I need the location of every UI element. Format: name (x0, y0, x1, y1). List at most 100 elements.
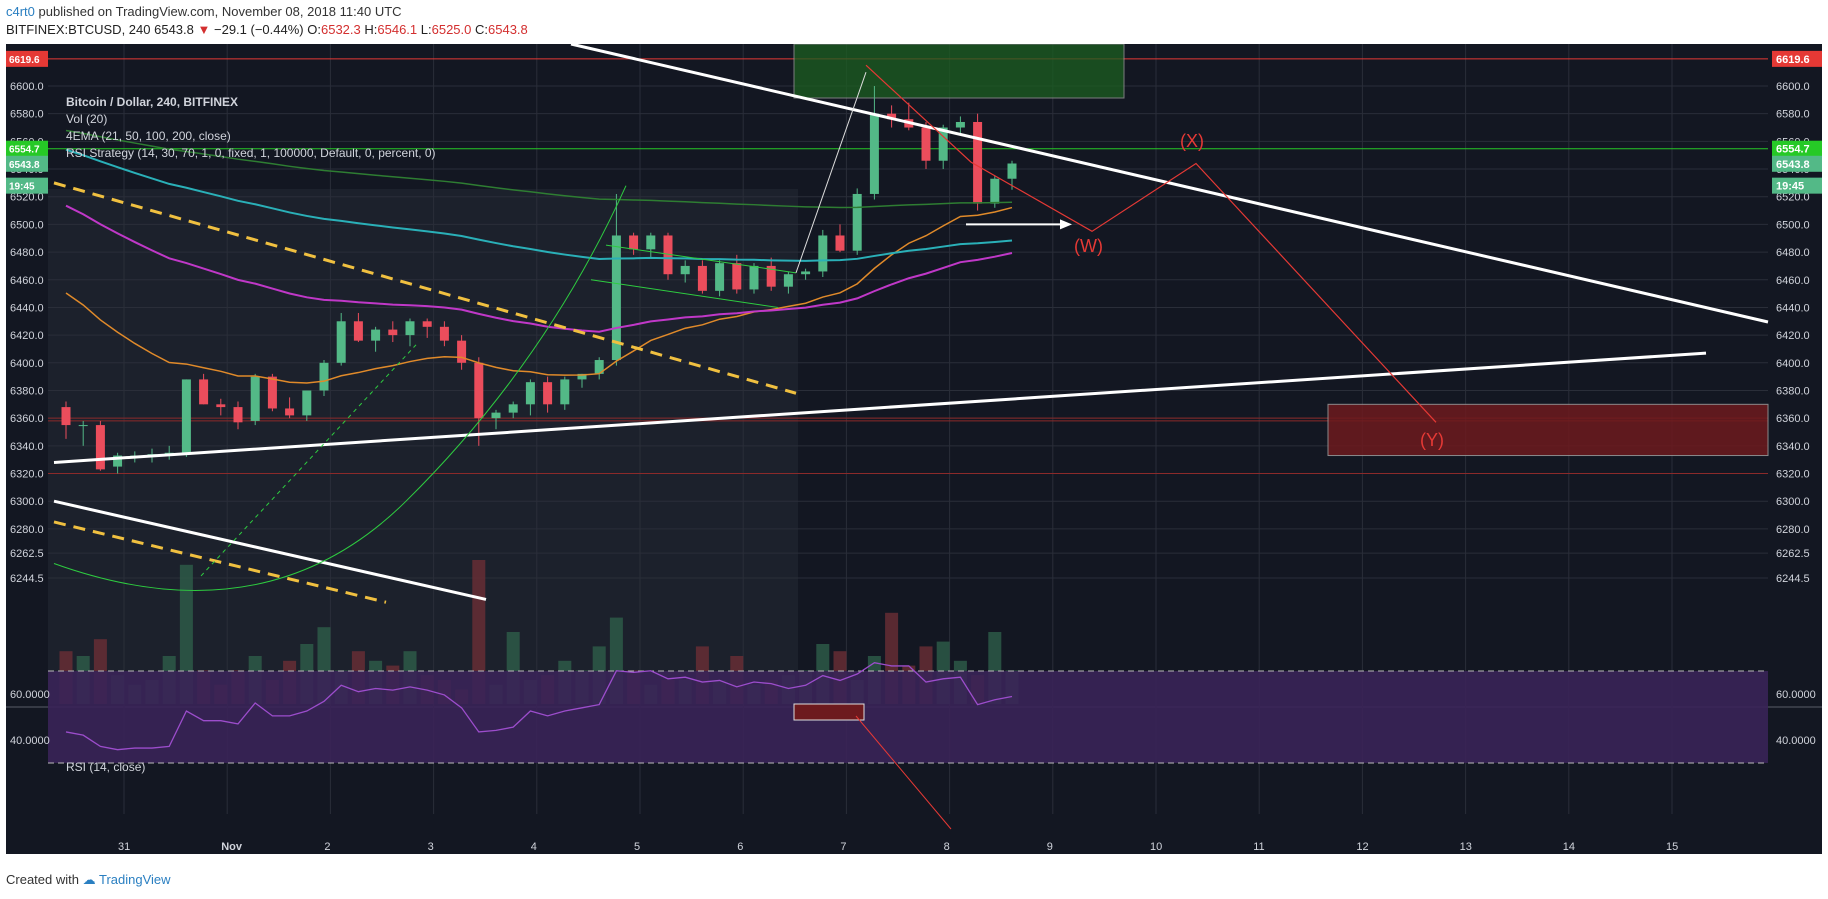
candle (749, 265, 759, 290)
candle (388, 329, 398, 336)
y-axis-label: 6500.0 (1776, 219, 1810, 231)
candle (663, 235, 673, 275)
candle (697, 265, 707, 291)
price-badge-label: 6554.7 (1776, 144, 1810, 156)
candle (887, 113, 897, 120)
candle (285, 408, 295, 416)
price-badge-left (6, 50, 48, 67)
chart-legend: Bitcoin / Dollar, 240, BITFINEX Vol (20)… (66, 94, 436, 162)
y-axis-label-left: 6420.0 (10, 330, 44, 342)
wave-label-x: (X) (1180, 131, 1204, 151)
candle (543, 382, 553, 405)
channel-line (605, 244, 797, 274)
rsi-band (48, 671, 1768, 763)
candle (78, 425, 88, 427)
candle (491, 412, 501, 419)
x-axis-label: 6 (737, 841, 743, 853)
y-axis-label-left: 6480.0 (10, 247, 44, 259)
target-zone-red (1327, 403, 1769, 457)
tradingview-brand[interactable]: TradingView (99, 872, 171, 887)
ema100-line (65, 148, 1013, 262)
x-axis-label: 9 (1047, 841, 1053, 853)
y-axis-label-left: 6360.0 (10, 413, 44, 425)
wave-path (865, 64, 1437, 423)
candle (955, 121, 965, 128)
candle (250, 376, 260, 421)
candle (525, 382, 535, 405)
candle (353, 321, 363, 341)
y-axis-label: 6320.0 (1776, 469, 1810, 481)
high-value: 6546.1 (377, 22, 418, 37)
legend-rsi-strategy: RSI Strategy (14, 30, 70, 1, 0, fixed, 1… (66, 146, 436, 160)
ascending-trendline (53, 351, 1707, 464)
candle (61, 407, 71, 426)
channel-line (590, 279, 779, 308)
y-axis-label: 6440.0 (1776, 302, 1810, 314)
ema200-line (65, 129, 1013, 209)
y-axis-label-left: 6380.0 (10, 385, 44, 397)
x-axis-label: 5 (634, 841, 640, 853)
price-badge-left (6, 177, 48, 194)
descending-trendline (570, 44, 1769, 324)
last-price: 6543.8 (154, 22, 194, 37)
y-axis-label-left: 6244.5 (10, 573, 44, 585)
price-badge-left (6, 140, 48, 157)
candle (439, 326, 449, 341)
arrow-icon (1060, 219, 1072, 230)
candle (715, 263, 725, 291)
publish-info: published on TradingView.com, November 0… (38, 4, 402, 19)
y-axis-label: 6262.5 (1776, 548, 1810, 560)
candle (990, 178, 1000, 204)
wave-label-y: (Y) (1420, 430, 1444, 450)
chart-area[interactable]: (W)(X)(Y)6600.06600.06580.06580.06560.06… (6, 44, 1822, 854)
ema50-line (65, 204, 1013, 333)
candle (1007, 163, 1017, 179)
candle (835, 235, 845, 251)
shaded-region (48, 189, 798, 704)
x-axis-label: 3 (428, 841, 434, 853)
price-badge-label: 6619.6 (1776, 54, 1810, 66)
close-label: C: (475, 22, 488, 37)
price-badge-left (6, 155, 48, 172)
y-axis-label: 6300.0 (1776, 496, 1810, 508)
footer: Created with ☁ TradingView (6, 872, 171, 888)
y-axis-label: 6520.0 (1776, 192, 1810, 204)
x-axis-label: 15 (1666, 841, 1678, 853)
candle (405, 321, 415, 336)
candle (422, 321, 432, 327)
candle (216, 404, 226, 408)
x-axis-label: Nov (221, 841, 243, 853)
x-axis-label: 8 (944, 841, 950, 853)
candle (113, 455, 123, 467)
down-arrow-icon: ▼ (197, 22, 211, 37)
legend-volume: Vol (20) (66, 112, 108, 126)
candle (560, 379, 570, 405)
y-axis-label-left: 6300.0 (10, 496, 44, 508)
y-axis-label-left: 6460.0 (10, 275, 44, 287)
legend-ema: 4EMA (21, 50, 100, 200, close) (66, 129, 231, 143)
high-label: H: (364, 22, 378, 37)
rsi-highlight-box (793, 703, 865, 721)
parabolic-curve (53, 185, 627, 591)
candle (267, 376, 277, 409)
rsi-line (65, 662, 1013, 751)
y-axis-label-left: 6262.5 (10, 548, 44, 560)
yellow-dashed-trendline (53, 181, 797, 395)
price-badge-label-left: 6619.6 (9, 55, 40, 66)
y-axis-label: 6580.0 (1776, 109, 1810, 121)
price-chart[interactable]: (W)(X)(Y)6600.06600.06580.06580.06560.06… (6, 44, 1822, 854)
candle (577, 373, 587, 380)
candle (818, 235, 828, 272)
candle (766, 265, 776, 287)
price-badge (1772, 140, 1822, 157)
price-badge (1772, 177, 1822, 194)
x-axis-label: 7 (840, 841, 846, 853)
low-label: L: (420, 22, 432, 37)
symbol-bar: BITFINEX:BTCUSD, 240 6543.8 ▼ −29.1 (−0.… (6, 22, 528, 37)
wave-label-w: (W) (1074, 236, 1103, 256)
y-axis-label-left: 6400.0 (10, 358, 44, 370)
y-axis-label: 6600.0 (1776, 81, 1810, 93)
author-link[interactable]: c4rt0 (6, 4, 35, 19)
candle (611, 235, 621, 361)
y-axis-label-left: 6340.0 (10, 441, 44, 453)
